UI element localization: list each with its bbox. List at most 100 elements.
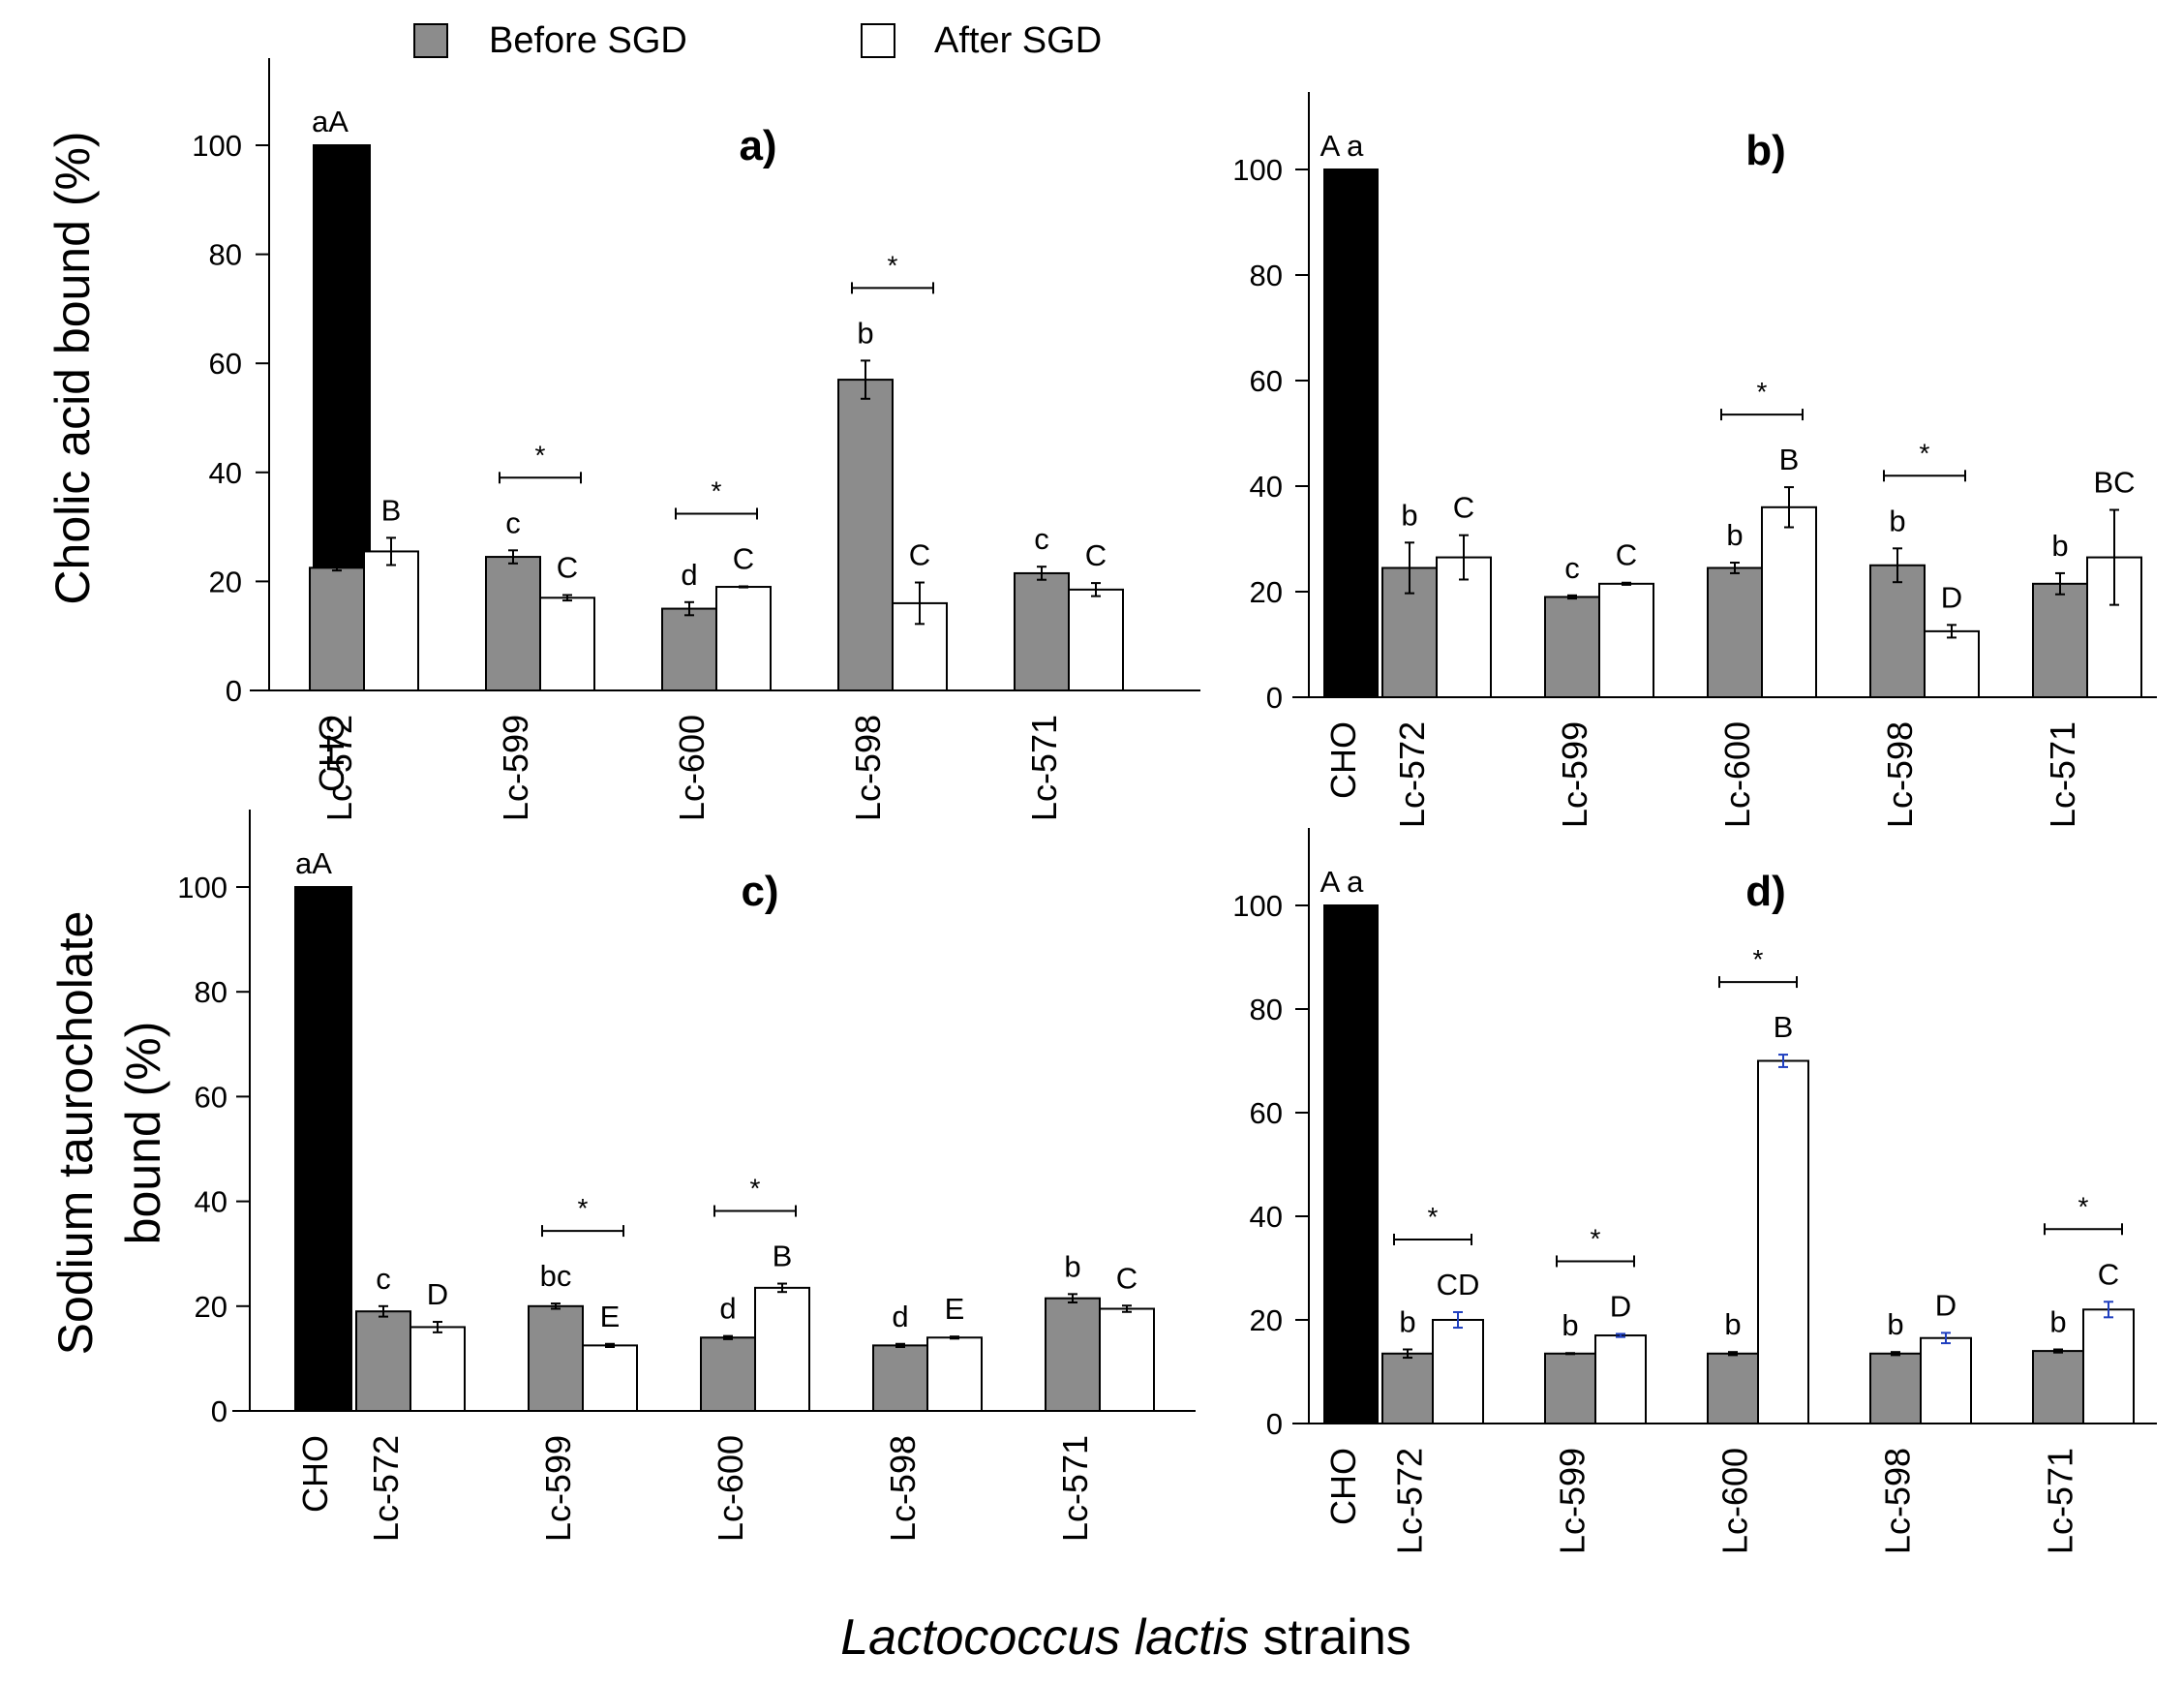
- bar-after: [1598, 582, 1654, 699]
- y-tick-label: 80: [209, 238, 242, 272]
- x-tick-label: Lc-598: [1880, 721, 1920, 828]
- significance-star: *: [535, 440, 546, 470]
- bar-before: [1869, 564, 1926, 698]
- chart-panel-a: 0 20 40 60 80 100 a) aA CHO c B Lc-572 c C * Lc-599 d C * L…: [192, 58, 1200, 821]
- y-axis-title-top: Cholic acid bound (%): [46, 131, 100, 604]
- bar-after: [539, 597, 595, 691]
- bar-before: [2032, 582, 2088, 699]
- letter-after: C: [557, 550, 578, 584]
- control-letters: aA: [295, 846, 332, 880]
- control-letters: A a: [1320, 865, 1365, 899]
- x-tick-label: Lc-572: [1390, 1448, 1430, 1554]
- category-group-lc-598: b C * Lc-598: [837, 250, 948, 821]
- y-tick-label: 80: [1250, 993, 1283, 1026]
- y-tick-label: 40: [1250, 1200, 1283, 1234]
- x-tick-label: Lc-572: [319, 715, 359, 821]
- y-tick-label: 60: [195, 1080, 228, 1114]
- significance-star: *: [1428, 1202, 1439, 1232]
- significance-star: *: [888, 250, 898, 280]
- y-axis-title-bottom-line1: Sodium taurocholate: [48, 911, 103, 1356]
- letter-before: c: [376, 1262, 391, 1296]
- category-group-lc-598: bD Lc-598: [1869, 1288, 1972, 1554]
- panel-label: a): [739, 122, 776, 169]
- bar-after: [582, 1344, 638, 1412]
- bar-after: [1761, 505, 1817, 698]
- bar-before: [661, 607, 717, 691]
- category-group-lc-599: bD * Lc-599: [1544, 1223, 1647, 1554]
- x-tick-label: Lc-599: [496, 715, 535, 821]
- y-tick-label: 60: [1250, 1096, 1283, 1130]
- x-tick-label-control: CHO: [295, 1435, 335, 1513]
- bar-before: [1707, 1352, 1759, 1425]
- category-group-lc-571: b C Lc-571: [1045, 1249, 1155, 1542]
- letter-after: CD: [1437, 1268, 1480, 1301]
- letter-after: C: [733, 541, 754, 575]
- y-axis-title-bottom-line2: bound (%): [116, 1022, 170, 1245]
- control-letters: A a: [1320, 129, 1365, 163]
- letter-before: b: [2051, 529, 2068, 563]
- chart-panel-c: 0 20 40 60 80 100 c) aA CHO c D Lc-572 bc E * Lc-599 d B *…: [177, 810, 1196, 1542]
- legend-label-after: After SGD: [934, 20, 1102, 61]
- bar-before: [355, 1310, 411, 1412]
- y-tick-label: 0: [1266, 681, 1283, 715]
- letter-before: bc: [540, 1259, 572, 1293]
- bar-before: [1707, 566, 1763, 698]
- bar-before: [837, 379, 894, 691]
- y-tick-label: 80: [1250, 259, 1283, 292]
- letter-before: d: [681, 558, 697, 592]
- y-tick-label: 0: [211, 1394, 228, 1428]
- x-axis-title: Lactococcus lactis strains: [840, 1609, 1411, 1666]
- y-tick-label: 40: [1250, 470, 1283, 504]
- letter-after: B: [1774, 1010, 1794, 1044]
- x-tick-label: Lc-600: [711, 1435, 750, 1542]
- significance-star: *: [1753, 944, 1764, 974]
- bar-after: [363, 550, 419, 691]
- letter-before: b: [1726, 518, 1743, 552]
- letter-before: b: [1399, 1304, 1415, 1338]
- y-tick-label: 0: [1266, 1407, 1283, 1441]
- bar-after: [1757, 1059, 1809, 1424]
- legend: Before SGD After SGD: [413, 20, 1102, 61]
- y-tick-label: 0: [226, 674, 242, 708]
- significance-star: *: [1591, 1223, 1601, 1253]
- letter-after: E: [600, 1300, 621, 1333]
- letter-before: b: [1562, 1308, 1578, 1342]
- bar-before: [700, 1336, 756, 1413]
- letter-before: b: [1064, 1249, 1080, 1283]
- x-tick-label-control: CHO: [1323, 1448, 1363, 1525]
- category-group-lc-600: b B * Lc-600: [1707, 944, 1809, 1554]
- bar-after: [1432, 1319, 1484, 1424]
- bar-before: [1869, 1352, 1922, 1425]
- letter-before: b: [1889, 504, 1905, 537]
- x-tick-label: Lc-600: [672, 715, 712, 821]
- panel-label: d): [1745, 868, 1786, 915]
- bar-control: [1323, 904, 1379, 1424]
- y-tick-label: 60: [209, 347, 242, 381]
- bar-after: [1436, 556, 1492, 699]
- category-group-lc-600: b B * Lc-600: [1707, 377, 1817, 828]
- category-group-lc-572: b C Lc-572: [1381, 491, 1492, 828]
- panel-label: b): [1745, 127, 1786, 174]
- bar-after: [410, 1326, 466, 1412]
- bar-before: [2032, 1350, 2084, 1424]
- bar-after: [715, 586, 772, 692]
- letter-after: C: [2098, 1257, 2119, 1291]
- y-tick-label: 80: [195, 975, 228, 1009]
- significance-star: *: [1757, 377, 1768, 407]
- letter-before: d: [719, 1292, 736, 1326]
- letter-after: C: [1085, 538, 1107, 572]
- bar-before: [528, 1304, 584, 1413]
- y-tick-label: 40: [209, 456, 242, 490]
- category-group-lc-598: d E Lc-598: [872, 1292, 983, 1542]
- significance-star: *: [578, 1193, 589, 1223]
- letter-after: D: [1935, 1288, 1956, 1322]
- category-group-lc-600: d B * Lc-600: [700, 1174, 810, 1542]
- y-tick-label: 40: [195, 1185, 228, 1219]
- x-axis-title-species: Lactococcus lactis: [840, 1609, 1249, 1666]
- legend-swatch-before: [413, 23, 448, 58]
- category-group-lc-599: c C Lc-599: [1544, 538, 1654, 828]
- bar-before: [1381, 1352, 1434, 1425]
- significance-star: *: [1920, 438, 1930, 468]
